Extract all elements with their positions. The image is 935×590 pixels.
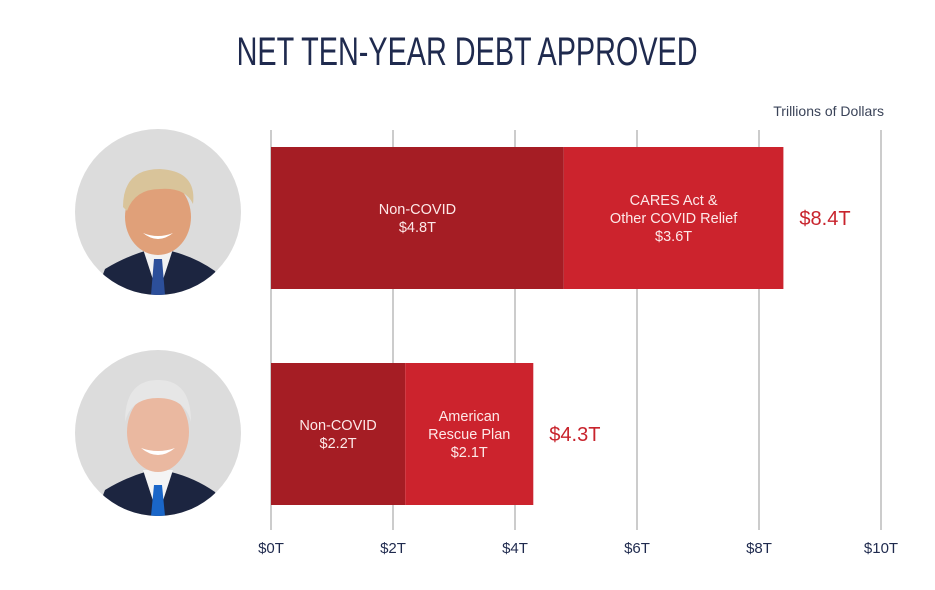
portrait-trump [75,129,241,295]
segment-label: American [439,409,500,425]
x-tick-label: $8T [746,540,772,557]
bar-segment [405,363,534,505]
chart-title: NET TEN-YEAR DEBT APPROVED [237,30,698,74]
x-tick-label: $10T [864,540,898,557]
segment-label: Non-COVID [379,202,456,218]
x-tick-label: $2T [380,540,406,557]
segment-label: $4.8T [399,220,436,236]
bar-total-label: $4.3T [549,424,600,446]
bar-segment [271,147,564,289]
unit-label: Trillions of Dollars [773,103,884,119]
segment-label: Other COVID Relief [610,211,738,227]
segment-label: CARES Act & [630,193,718,209]
segment-label: $2.1T [451,445,488,461]
bar-total-label: $8.4T [799,208,850,230]
x-tick-label: $4T [502,540,528,557]
portrait-biden [75,350,241,516]
segment-label: Rescue Plan [428,427,510,443]
segment-label: Non-COVID [299,418,376,434]
bar-segment [563,147,784,289]
x-tick-label: $6T [624,540,650,557]
segment-label: $2.2T [320,436,357,452]
bar-segment [271,363,406,505]
person-icon [95,169,225,295]
person-icon [95,380,225,516]
x-tick-label: $0T [258,540,284,557]
segment-label: $3.6T [655,229,692,245]
